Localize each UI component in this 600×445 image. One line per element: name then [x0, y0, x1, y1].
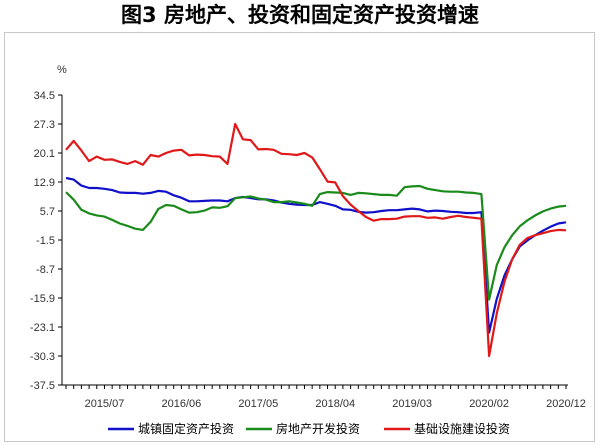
series-line-2 [65, 184, 567, 301]
y-tick-label: -23.1 [30, 322, 55, 334]
x-tick-label: 2017/05 [238, 398, 278, 410]
y-tick-label: 12.9 [34, 177, 55, 189]
y-tick-label: -1.5 [36, 235, 55, 247]
x-tick-label: 2016/06 [162, 398, 202, 410]
legend-label-2: 房地产开发投资 [276, 421, 360, 436]
y-tick-label: -15.9 [30, 293, 55, 305]
y-tick-label: -30.3 [30, 351, 55, 363]
x-tick-label: 2020/02 [469, 398, 509, 410]
y-axis-unit-label: % [57, 64, 67, 76]
x-tick-label: 2015/07 [85, 398, 125, 410]
y-tick-label: 34.5 [34, 90, 55, 102]
series-line-3 [65, 122, 567, 358]
y-tick-label: 27.3 [34, 119, 55, 131]
x-tick-label: 2020/12 [546, 398, 586, 410]
legend-label-1: 城镇固定资产投资 [138, 421, 234, 436]
x-tick-label: 2018/04 [315, 398, 355, 410]
page-title: 图3 房地产、投资和固定资产投资增速 [121, 3, 479, 27]
x-tick-label: 2019/03 [392, 398, 432, 410]
chart-frame [4, 32, 595, 442]
y-tick-label: 5.7 [40, 206, 55, 218]
y-tick-label: 20.1 [34, 148, 55, 160]
y-tick-label: -8.7 [36, 264, 55, 276]
legend-label-3: 基础设施建设投资 [414, 421, 510, 436]
y-tick-label: -37.5 [30, 380, 55, 392]
